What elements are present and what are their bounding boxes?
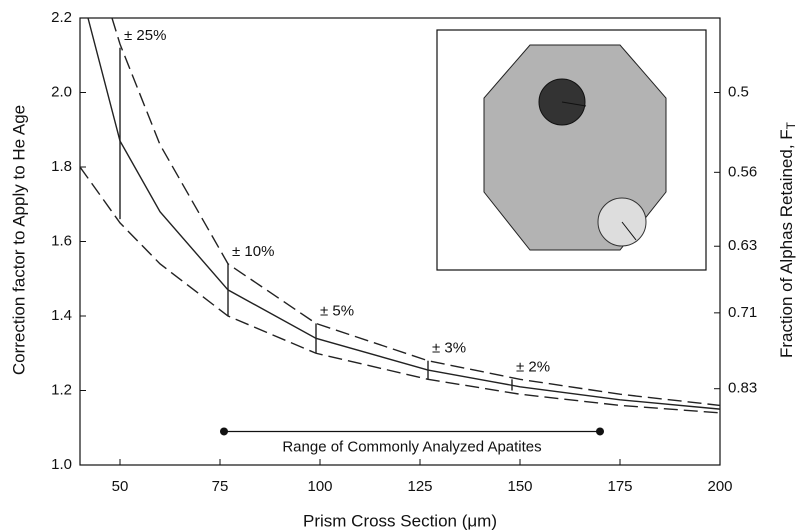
y-tick-label: 1.8 <box>51 158 72 175</box>
curve <box>111 18 720 407</box>
error-label: ± 5% <box>320 302 354 319</box>
y-axis-label: Correction factor to Apply to He Age <box>9 105 28 375</box>
error-label: ± 3% <box>432 340 466 357</box>
y2-tick-label: 0.83 <box>728 380 757 397</box>
x-tick-label: 50 <box>112 478 129 495</box>
x-tick-label: 125 <box>407 478 432 495</box>
x-tick-label: 75 <box>212 478 229 495</box>
x-tick-label: 175 <box>607 478 632 495</box>
inset <box>436 29 707 271</box>
x-tick-label: 100 <box>307 478 332 495</box>
range-label: Range of Commonly Analyzed Apatites <box>282 438 541 455</box>
range-start <box>220 427 228 436</box>
y2-tick-label: 0.56 <box>728 163 757 180</box>
range-end <box>596 427 604 436</box>
error-label: ± 10% <box>232 243 274 260</box>
y2-tick-label: 0.63 <box>728 237 757 254</box>
y-tick-label: 1.6 <box>51 232 72 249</box>
x-tick-label: 200 <box>707 478 732 495</box>
y2-tick-label: 0.71 <box>728 304 757 321</box>
y-tick-label: 2.0 <box>51 83 72 100</box>
error-label: ± 25% <box>124 27 166 44</box>
alpha-arrow <box>621 221 637 241</box>
y2-axis-label: Fraction of Alphas Retained, FT <box>777 121 798 358</box>
alpha-arrow <box>561 101 587 107</box>
error-label: ± 2% <box>516 358 550 375</box>
y-tick-label: 1.2 <box>51 381 72 398</box>
y2-label-sub: T <box>784 121 798 129</box>
y-tick-label: 1.4 <box>51 307 72 324</box>
y2-tick-label: 0.5 <box>728 83 749 100</box>
y-tick-label: 1.0 <box>51 456 72 473</box>
y-tick-label: 2.2 <box>51 9 72 26</box>
y2-label-main: Fraction of Alphas Retained, F <box>777 129 796 358</box>
x-axis-label: Prism Cross Section (μm) <box>303 511 497 530</box>
x-tick-label: 150 <box>507 478 532 495</box>
